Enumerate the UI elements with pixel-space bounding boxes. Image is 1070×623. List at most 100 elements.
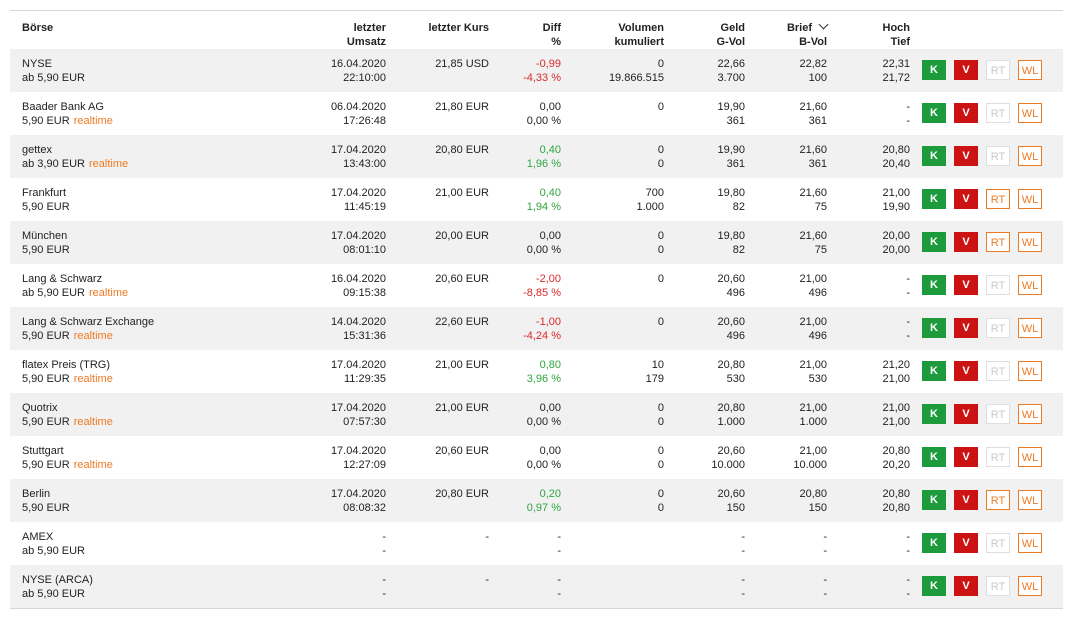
- exchange-name[interactable]: Berlin: [22, 488, 51, 500]
- table-row[interactable]: flatex Preis (TRG) 5,90 EUR realtime 17.04.…: [10, 350, 1063, 393]
- col-header-volumen[interactable]: Volumen kumuliert: [614, 22, 664, 48]
- table-row[interactable]: gettex ab 3,90 EUR realtime 17.04.2020 13:43…: [10, 135, 1063, 178]
- table-row[interactable]: München 5,90 EUR 17.04.2020 08:01:10 20,00 E…: [10, 221, 1063, 264]
- exchange-name[interactable]: gettex: [22, 144, 52, 156]
- sell-button[interactable]: V: [954, 447, 978, 467]
- realtime-quote-button[interactable]: RT: [986, 189, 1010, 209]
- buy-button[interactable]: K: [922, 404, 946, 424]
- exchange-name[interactable]: Lang & Schwarz: [22, 273, 103, 285]
- volume-value: 0: [657, 402, 664, 414]
- table-row[interactable]: Baader Bank AG 5,90 EUR realtime 06.04.2020…: [10, 92, 1063, 135]
- sort-chevron-down-icon[interactable]: [818, 19, 829, 30]
- col-header-brief[interactable]: Brief B-Vol: [745, 11, 829, 49]
- watchlist-button[interactable]: WL: [1018, 576, 1042, 596]
- watchlist-button[interactable]: WL: [1018, 232, 1042, 252]
- sell-button[interactable]: V: [954, 232, 978, 252]
- watchlist-button[interactable]: WL: [1018, 404, 1042, 424]
- buy-button[interactable]: K: [922, 189, 946, 209]
- exchange-cell[interactable]: München 5,90 EUR: [10, 221, 210, 264]
- watchlist-button[interactable]: WL: [1018, 490, 1042, 510]
- buy-button[interactable]: K: [922, 361, 946, 381]
- table-row[interactable]: Berlin 5,90 EUR 17.04.2020 08:08:32 20,80 EU…: [10, 479, 1063, 522]
- volume-cell: 0: [561, 264, 664, 307]
- exchange-cell[interactable]: Quotrix 5,90 EUR realtime: [10, 393, 210, 436]
- buy-button[interactable]: K: [922, 232, 946, 252]
- sell-button[interactable]: V: [954, 490, 978, 510]
- volume-value: 0: [657, 101, 664, 113]
- sell-button[interactable]: V: [954, 533, 978, 553]
- buy-button[interactable]: K: [922, 533, 946, 553]
- exchange-cell[interactable]: Stuttgart 5,90 EUR realtime: [10, 436, 210, 479]
- exchange-name[interactable]: München: [22, 230, 68, 242]
- sell-button[interactable]: V: [954, 60, 978, 80]
- table-row[interactable]: Stuttgart 5,90 EUR realtime 17.04.2020 12:27…: [10, 436, 1063, 479]
- col-header-letzter-umsatz[interactable]: letzter Umsatz: [346, 22, 386, 48]
- sell-button[interactable]: V: [954, 404, 978, 424]
- bid-cell: 20,60 496: [664, 264, 745, 307]
- ask-cell: 22,82 100: [745, 49, 827, 92]
- buy-button[interactable]: K: [922, 576, 946, 596]
- exchange-cell[interactable]: Berlin 5,90 EUR: [10, 479, 210, 522]
- exchange-cell[interactable]: gettex ab 3,90 EUR realtime: [10, 135, 210, 178]
- exchange-name[interactable]: AMEX: [22, 531, 54, 543]
- buy-button[interactable]: K: [922, 447, 946, 467]
- buy-button[interactable]: K: [922, 318, 946, 338]
- realtime-quote-button[interactable]: RT: [986, 490, 1010, 510]
- col-header-hoch[interactable]: Hoch Tief: [882, 22, 911, 48]
- col-header-geld[interactable]: Geld G-Vol: [716, 22, 745, 48]
- sell-button[interactable]: V: [954, 318, 978, 338]
- exchange-cell[interactable]: Lang & Schwarz Exchange 5,90 EUR realtime: [10, 307, 210, 350]
- watchlist-button[interactable]: WL: [1018, 533, 1042, 553]
- sell-button[interactable]: V: [954, 361, 978, 381]
- watchlist-button[interactable]: WL: [1018, 146, 1042, 166]
- watchlist-button[interactable]: WL: [1018, 447, 1042, 467]
- sell-button[interactable]: V: [954, 189, 978, 209]
- diff-cell: 0,00 0,00 %: [489, 393, 561, 436]
- watchlist-button[interactable]: WL: [1018, 60, 1042, 80]
- sell-button[interactable]: V: [954, 103, 978, 123]
- realtime-quote-button: RT: [986, 275, 1010, 295]
- watchlist-button[interactable]: WL: [1018, 275, 1042, 295]
- sell-button[interactable]: V: [954, 576, 978, 596]
- exchange-cell[interactable]: NYSE (ARCA) ab 5,90 EUR: [10, 565, 210, 609]
- exchange-name[interactable]: Lang & Schwarz Exchange: [22, 316, 155, 328]
- watchlist-button[interactable]: WL: [1018, 361, 1042, 381]
- table-row[interactable]: Quotrix 5,90 EUR realtime 17.04.2020 07:57:3…: [10, 393, 1063, 436]
- watchlist-button[interactable]: WL: [1018, 103, 1042, 123]
- exchange-name[interactable]: Baader Bank AG: [22, 101, 104, 113]
- exchange-name[interactable]: Quotrix: [22, 402, 58, 414]
- exchange-cell[interactable]: AMEX ab 5,90 EUR: [10, 522, 210, 565]
- watchlist-button[interactable]: WL: [1018, 189, 1042, 209]
- table-row[interactable]: NYSE ab 5,90 EUR 16.04.2020 22:10:00 21,85 U…: [10, 49, 1063, 92]
- exchange-cell[interactable]: NYSE ab 5,90 EUR: [10, 49, 210, 92]
- col-header-diff[interactable]: Diff%: [542, 22, 561, 48]
- exchange-cell[interactable]: Lang & Schwarz ab 5,90 EUR realtime: [10, 264, 210, 307]
- table-row[interactable]: Lang & Schwarz Exchange 5,90 EUR realtime 1…: [10, 307, 1063, 350]
- exchange-name[interactable]: NYSE: [22, 58, 52, 70]
- exchange-name[interactable]: Frankfurt: [22, 187, 67, 199]
- diff-cell: -0,99 -4,33 %: [489, 49, 561, 92]
- buy-button[interactable]: K: [922, 146, 946, 166]
- col-header-boerse[interactable]: Börse: [22, 22, 54, 34]
- table-row[interactable]: NYSE (ARCA) ab 5,90 EUR - - - - - - - - - - - K V RT WL: [10, 565, 1063, 609]
- exchange-name[interactable]: Stuttgart: [22, 445, 64, 457]
- exchange-cell[interactable]: Frankfurt 5,90 EUR: [10, 178, 210, 221]
- buy-button[interactable]: K: [922, 103, 946, 123]
- col-header-letzter-kurs[interactable]: letzter Kurs: [428, 22, 489, 34]
- ask-cell: --: [745, 522, 827, 565]
- buy-button[interactable]: K: [922, 490, 946, 510]
- exchange-name[interactable]: NYSE (ARCA): [22, 574, 93, 586]
- exchange-cell[interactable]: flatex Preis (TRG) 5,90 EUR realtime: [10, 350, 210, 393]
- watchlist-button[interactable]: WL: [1018, 318, 1042, 338]
- table-row[interactable]: AMEX ab 5,90 EUR - - - - - - - - - - - K V RT WL: [10, 522, 1063, 565]
- table-row[interactable]: Frankfurt 5,90 EUR 17.04.2020 11:45:19 21,00…: [10, 178, 1063, 221]
- exchange-cell[interactable]: Baader Bank AG 5,90 EUR realtime: [10, 92, 210, 135]
- sell-button[interactable]: V: [954, 146, 978, 166]
- table-row[interactable]: Lang & Schwarz ab 5,90 EUR realtime 16.04.2…: [10, 264, 1063, 307]
- buy-button[interactable]: K: [922, 60, 946, 80]
- actions-cell: K V RT WL: [910, 350, 1063, 393]
- realtime-quote-button[interactable]: RT: [986, 232, 1010, 252]
- sell-button[interactable]: V: [954, 275, 978, 295]
- exchange-name[interactable]: flatex Preis (TRG): [22, 359, 111, 371]
- buy-button[interactable]: K: [922, 275, 946, 295]
